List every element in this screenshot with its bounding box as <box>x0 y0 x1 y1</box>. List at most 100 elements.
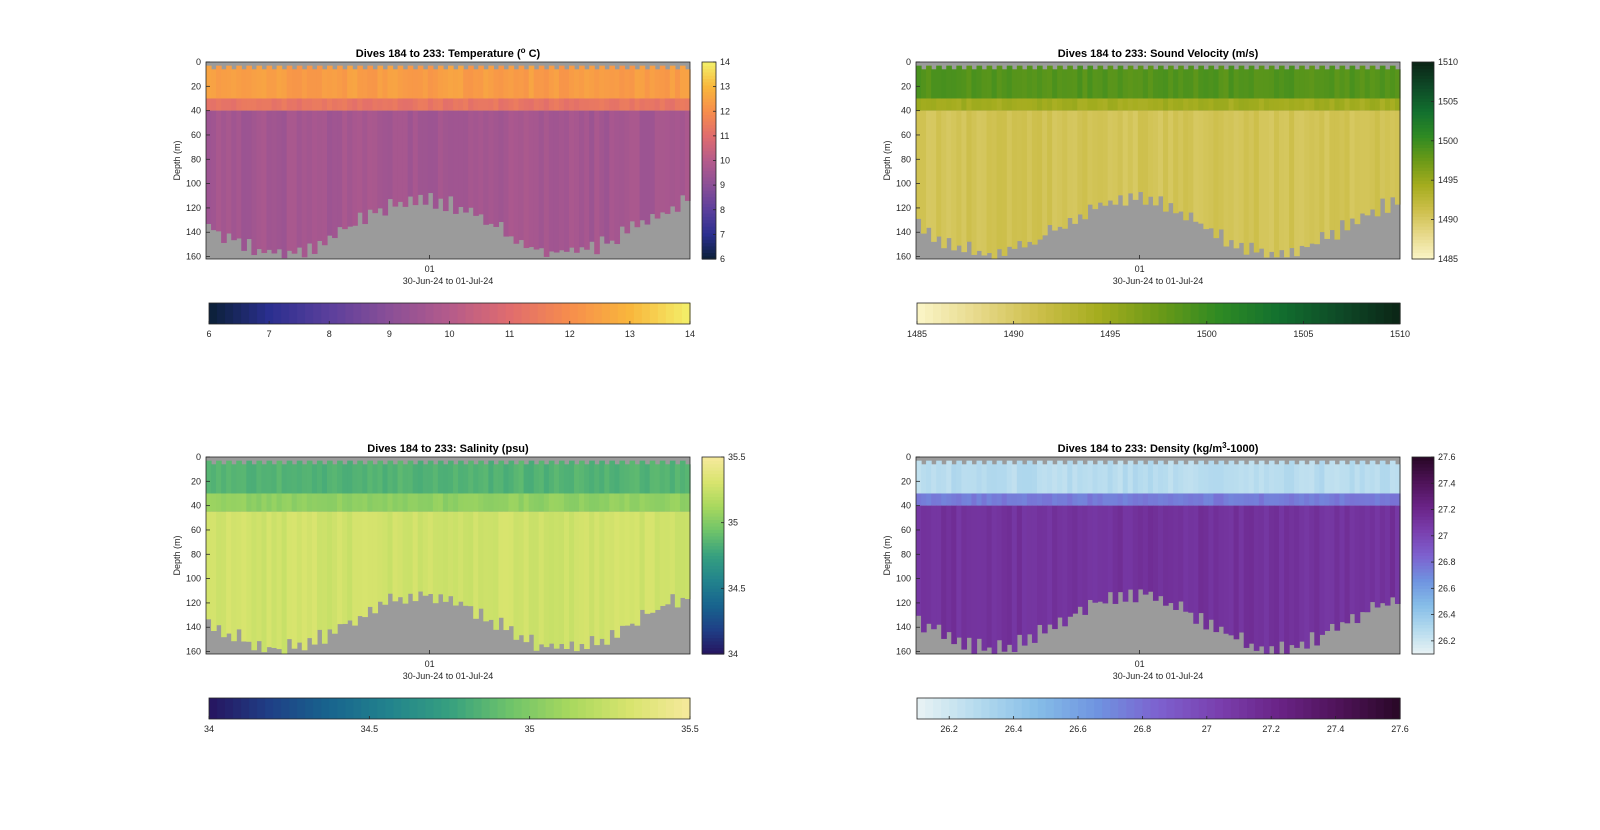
colorbar-segment <box>1166 303 1176 324</box>
heatmap-cell <box>1097 98 1104 111</box>
colorbar-segment <box>1412 568 1434 573</box>
heatmap-cell <box>488 511 494 620</box>
heatmap-cell <box>1394 110 1401 205</box>
heatmap-cell <box>1364 110 1371 216</box>
heatmap-cell <box>1273 505 1280 654</box>
heatmap-cell <box>1137 110 1144 193</box>
heatmap-cell <box>392 464 399 494</box>
heatmap-cell <box>639 65 646 99</box>
colorbar-segment <box>1102 303 1111 324</box>
heatmap-cell <box>548 460 555 494</box>
colorbar-tick-label: 11 <box>505 329 514 339</box>
heatmap-cell <box>1117 65 1124 99</box>
heatmap-cell <box>1304 110 1310 248</box>
heatmap-cell <box>337 493 343 512</box>
heatmap-cell <box>1284 98 1290 111</box>
heatmap-cell <box>533 98 540 111</box>
y-tick-label: 120 <box>186 203 201 213</box>
colorbar-segment <box>1247 303 1256 324</box>
heatmap-cell <box>251 110 258 256</box>
colorbar-segment <box>1134 303 1143 324</box>
colorbar-segment <box>702 516 724 520</box>
colorbar-segment <box>702 591 724 596</box>
heatmap-cell <box>453 511 459 606</box>
colorbar-segment <box>329 698 338 719</box>
heatmap-cell <box>1042 464 1048 494</box>
colorbar-segment <box>385 303 394 324</box>
colorbar-segment <box>641 303 651 324</box>
heatmap-cell <box>1087 110 1094 205</box>
heatmap-cell <box>1379 460 1386 494</box>
heatmap-cell <box>478 65 484 99</box>
heatmap-cell <box>619 460 626 494</box>
heatmap-cell <box>926 505 932 624</box>
colorbar-segment <box>1134 698 1143 719</box>
heatmap-cell <box>1062 69 1068 99</box>
colorbar-segment <box>702 160 716 165</box>
heatmap-cell <box>966 493 973 506</box>
heatmap-cell <box>513 69 520 99</box>
heatmap-cell <box>291 110 298 254</box>
colorbar-segment <box>241 698 250 719</box>
heatmap-cell <box>256 110 263 250</box>
heatmap-cell <box>1026 493 1033 506</box>
heatmap-cell <box>981 505 988 651</box>
heatmap-cell <box>488 460 494 494</box>
heatmap-cell <box>1137 460 1144 494</box>
heatmap-cell <box>1102 98 1109 111</box>
heatmap-cell <box>1253 464 1260 494</box>
heatmap-cell <box>296 511 303 643</box>
colorbar-tick-label: 12 <box>720 106 730 116</box>
colorbar-segment <box>225 303 234 324</box>
heatmap-cell <box>971 505 978 654</box>
heatmap-cell <box>306 511 313 639</box>
colorbar-segment <box>1375 303 1385 324</box>
heatmap-cell <box>316 98 323 111</box>
heatmap-cell <box>1158 65 1164 99</box>
heatmap-cell <box>397 110 404 202</box>
heatmap-cell <box>483 69 489 99</box>
heatmap-cell <box>226 110 232 234</box>
colorbar-segment <box>537 698 547 719</box>
colorbar-segment <box>702 65 716 70</box>
heatmap-cell <box>1006 65 1013 99</box>
heatmap-cell <box>1238 460 1245 494</box>
heatmap-cell <box>337 110 343 228</box>
heatmap-cell <box>301 69 308 99</box>
heatmap-cell <box>503 464 510 494</box>
heatmap-cell <box>301 493 308 512</box>
heatmap-cell <box>1314 69 1320 99</box>
colorbar-segment <box>529 698 539 719</box>
heatmap-cell <box>1359 460 1366 494</box>
heatmap-cell <box>513 98 520 111</box>
colorbar-segment <box>702 153 716 158</box>
heatmap-cell <box>427 493 434 512</box>
colorbar-segment <box>702 245 716 250</box>
heatmap-cell <box>644 464 651 494</box>
heatmap-cell <box>1268 493 1275 506</box>
colorbar-segment <box>1412 479 1434 484</box>
colorbar-segment <box>1287 303 1296 324</box>
colorbar-segment <box>1279 303 1288 324</box>
colorbar-segment <box>1412 101 1434 106</box>
heatmap-cell <box>1203 493 1210 506</box>
heatmap-cell <box>1016 98 1023 111</box>
colorbar-segment <box>265 303 274 324</box>
colorbar-segment <box>417 698 427 719</box>
heatmap-cell <box>991 505 998 654</box>
x-tick-label: 01 <box>1135 659 1145 669</box>
heatmap-cell <box>1011 505 1018 652</box>
heatmap-cell <box>1067 493 1073 506</box>
heatmap-cell <box>1208 493 1215 506</box>
heatmap-cell <box>1228 505 1235 636</box>
colorbar-segment <box>702 575 724 580</box>
heatmap-cell <box>1213 98 1220 111</box>
colorbar-segment <box>409 698 419 719</box>
heatmap-cell <box>1329 110 1336 231</box>
heatmap-cell <box>387 493 394 512</box>
colorbar-segment <box>1239 698 1248 719</box>
heatmap-cell <box>976 65 983 99</box>
colorbar-segment <box>1150 303 1160 324</box>
colorbar-segment <box>925 303 934 324</box>
